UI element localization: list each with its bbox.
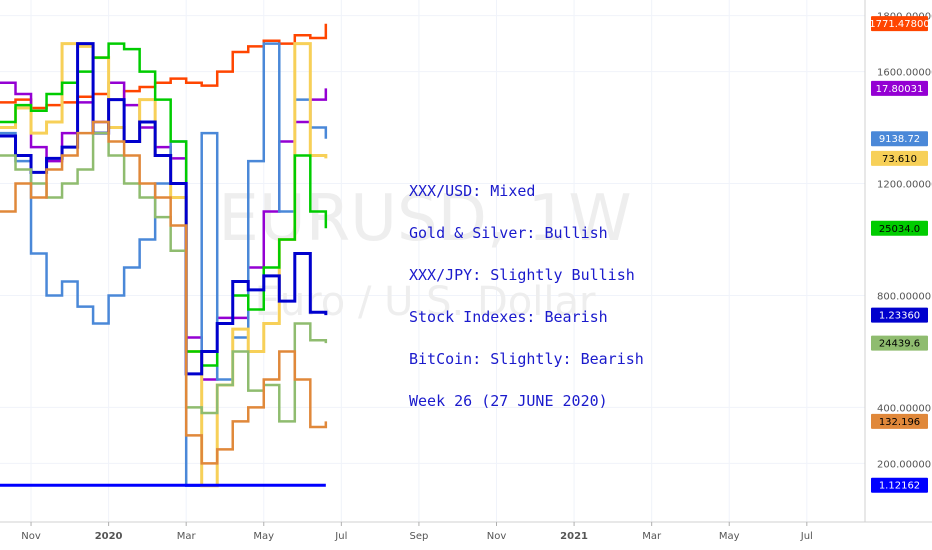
time-axis[interactable]: Nov 2020 Mar May Jul Sep Nov 2021 Mar May Jul (21, 522, 813, 542)
series-line-7 (0, 120, 328, 465)
price-label-5: 1.23360 (871, 307, 928, 323)
price-label-text-8: 1.12162 (879, 481, 920, 492)
price-tick-label-1: 400.00000 (877, 403, 931, 414)
time-tick-label-3: May (253, 531, 274, 542)
time-tick-label-5: Sep (409, 531, 428, 542)
time-tick-label-1: 2020 (95, 531, 123, 542)
annotation-week: Week 26 (27 JUNE 2020) (409, 392, 608, 410)
annotation-xxx-jpy: XXX/JPY: Slightly Bullish (409, 266, 635, 284)
series-line-0 (0, 23, 328, 110)
price-label-text-4: 25034.0 (879, 224, 920, 235)
price-label-3: 73.610 (871, 150, 928, 166)
annotation-stock-indexes: Stock Indexes: Bearish (409, 308, 608, 326)
price-label-6: 24439.6 (871, 335, 928, 351)
annotation-bitcoin: BitCoin: Slightly: Bearish (409, 350, 644, 368)
chart-grid (0, 0, 865, 522)
time-tick-label-0: Nov (21, 531, 41, 542)
annotation-gold-silver: Gold & Silver: Bullish (409, 224, 608, 242)
series-line-2 (0, 42, 328, 488)
price-label-7: 132.196 (871, 413, 928, 429)
time-tick-label-8: Mar (642, 531, 662, 542)
price-label-text-1: 17.80031 (876, 84, 924, 95)
price-label-box-8 (871, 477, 928, 493)
price-label-8: 1.12162 (871, 477, 928, 493)
price-label-text-7: 132.196 (879, 417, 920, 428)
price-label-text-2: 9138.72 (879, 134, 920, 145)
price-label-box-5 (871, 307, 928, 323)
price-label-text-6: 24439.6 (879, 339, 920, 350)
price-label-box-0 (871, 16, 928, 32)
price-label-box-6 (871, 335, 928, 351)
price-label-box-2 (871, 131, 928, 147)
time-tick-label-10: Jul (800, 531, 813, 542)
price-tick-label-0: 200.00000 (877, 459, 931, 470)
price-label-4: 25034.0 (871, 220, 928, 236)
price-label-box-7 (871, 413, 928, 429)
series-line-4 (0, 42, 328, 367)
time-tick-label-2: Mar (177, 531, 197, 542)
price-label-2: 9138.72 (871, 131, 928, 147)
time-tick-label-6: Nov (487, 531, 507, 542)
price-label-box-1 (871, 80, 928, 96)
series-line-3 (0, 42, 328, 488)
price-label-text-5: 1.23360 (879, 311, 920, 322)
price-axis[interactable]: 200.00000 400.00000 800.00000 1200.00000 160… (877, 12, 932, 471)
last-price-labels: 1771.47800 17.80031 9138.72 73.610 25034.0 1.… (869, 16, 930, 493)
series-lines (0, 23, 328, 488)
price-label-box-4 (871, 220, 928, 236)
price-label-1: 17.80031 (871, 80, 928, 96)
watermark-symbol: EURUSD, 1W (218, 182, 631, 256)
price-label-text-0: 1771.47800 (869, 19, 929, 30)
time-tick-label-4: Jul (334, 531, 347, 542)
time-tick-label-7: 2021 (560, 531, 588, 542)
price-tick-label-3: 1200.00000 (877, 180, 932, 191)
price-tick-label-2: 800.00000 (877, 291, 931, 302)
price-label-box-3 (871, 150, 928, 166)
price-label-text-3: 73.610 (882, 154, 917, 165)
price-label-0: 1771.47800 (869, 16, 930, 32)
price-tick-label-4: 1600.00000 (877, 68, 932, 79)
annotation-xxx-usd: XXX/USD: Mixed (409, 182, 535, 200)
annotation-block: XXX/USD: Mixed Gold & Silver: Bullish XX… (409, 182, 644, 410)
time-tick-label-9: May (719, 531, 740, 542)
